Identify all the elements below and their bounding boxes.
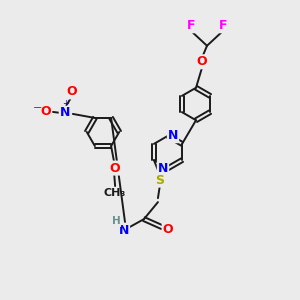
Text: F: F [187, 19, 195, 32]
Text: O: O [67, 85, 77, 98]
Text: N: N [119, 224, 129, 237]
Text: N: N [168, 129, 178, 142]
Text: S: S [155, 174, 164, 187]
Text: F: F [219, 19, 227, 32]
Text: +: + [62, 99, 69, 108]
Text: O: O [197, 55, 207, 68]
Text: CH₃: CH₃ [104, 188, 126, 198]
Text: N: N [60, 106, 70, 119]
Text: N: N [158, 162, 168, 175]
Text: O: O [110, 162, 120, 175]
Text: −: − [33, 103, 43, 113]
Text: O: O [40, 105, 51, 119]
Text: H: H [112, 216, 120, 226]
Text: O: O [163, 223, 173, 236]
